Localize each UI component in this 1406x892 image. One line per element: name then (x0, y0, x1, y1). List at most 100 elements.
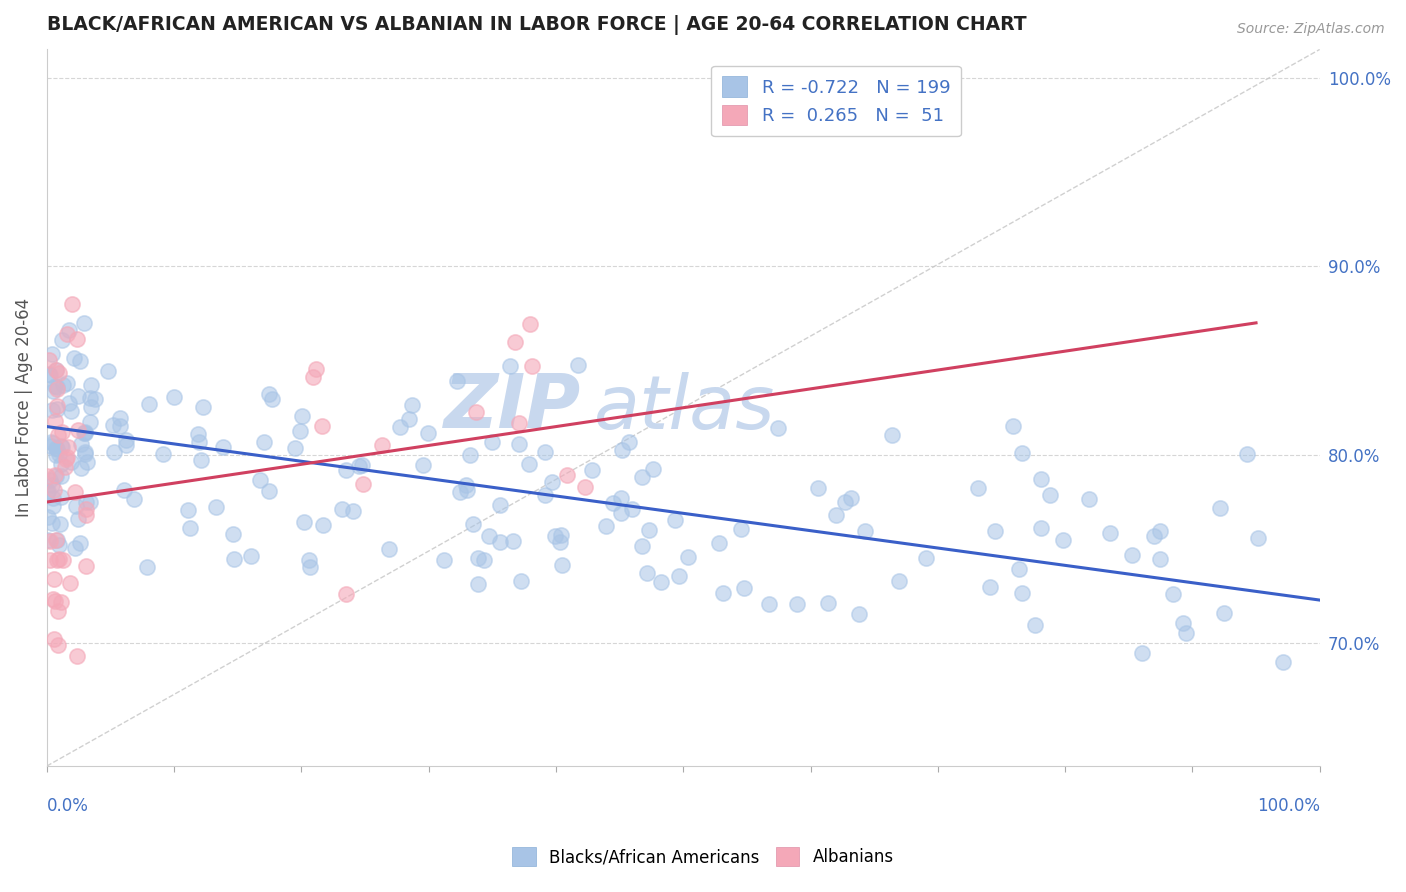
Point (641, 462, 664, 476)
Point (76, 455, 98, 469)
Point (63, 351, 86, 366)
Point (53, 460, 76, 475)
Point (49, 490, 72, 504)
Point (1029, 472, 1052, 486)
Point (79, 392, 101, 406)
Point (63, 484, 86, 499)
Point (42, 632, 65, 646)
Point (352, 477, 374, 491)
Point (37, 510, 59, 524)
Point (46, 380, 69, 394)
Point (636, 566, 658, 580)
Point (59, 576, 82, 591)
Point (786, 597, 808, 611)
Point (1149, 524, 1171, 539)
Point (115, 438, 138, 452)
Point (51, 553, 73, 567)
Point (73, 426, 96, 441)
Point (550, 528, 572, 542)
Point (621, 502, 644, 516)
Point (60, 296, 83, 310)
Point (69, 354, 91, 368)
Point (446, 374, 468, 388)
Point (39, 439, 62, 453)
Point (38, 368, 60, 382)
Point (55, 450, 77, 464)
Point (1161, 587, 1184, 601)
Point (38, 367, 60, 381)
Point (45, 399, 67, 413)
Point (1236, 447, 1258, 461)
Point (825, 508, 848, 523)
Point (110, 418, 132, 433)
Point (152, 447, 174, 461)
Point (412, 458, 434, 472)
Point (41, 478, 63, 492)
Point (602, 496, 624, 510)
Point (249, 474, 271, 488)
Point (48, 366, 70, 380)
Point (631, 539, 654, 553)
Point (288, 424, 311, 438)
Point (44, 415, 66, 429)
Point (51, 333, 73, 347)
Point (222, 552, 245, 566)
Point (46, 533, 69, 547)
Point (1031, 521, 1053, 535)
Point (839, 491, 862, 506)
Text: 100.0%: 100.0% (1257, 797, 1320, 814)
Point (465, 405, 488, 419)
Point (456, 483, 478, 497)
Point (163, 390, 186, 404)
Point (581, 463, 603, 477)
Point (650, 574, 672, 589)
Point (48, 552, 70, 566)
Point (44, 378, 66, 392)
Point (330, 502, 353, 516)
Point (474, 553, 496, 567)
Point (84, 392, 107, 406)
Point (1121, 548, 1143, 562)
Point (38, 352, 60, 367)
Point (398, 412, 420, 426)
Point (1213, 606, 1236, 620)
Point (489, 498, 512, 512)
Point (75, 502, 97, 516)
Point (42, 572, 65, 586)
Point (1039, 488, 1062, 502)
Point (461, 516, 484, 531)
Point (103, 445, 125, 459)
Point (56, 326, 79, 341)
Point (73, 447, 96, 461)
Point (349, 458, 371, 473)
Point (834, 494, 856, 508)
Point (75, 558, 97, 573)
Point (41, 346, 63, 360)
Point (1011, 586, 1033, 600)
Point (39, 435, 62, 450)
Point (44, 468, 66, 483)
Point (67, 423, 90, 437)
Point (190, 453, 212, 467)
Point (595, 519, 617, 533)
Point (46, 382, 69, 396)
Point (80, 378, 103, 392)
Point (42, 491, 65, 506)
Point (520, 359, 543, 373)
Point (548, 535, 571, 549)
Point (848, 607, 870, 622)
Point (35, 469, 58, 483)
Point (45, 363, 67, 377)
Point (291, 409, 314, 423)
Point (758, 597, 780, 611)
Point (45, 448, 67, 462)
Point (456, 478, 478, 492)
Point (1143, 529, 1166, 543)
Point (75, 494, 97, 508)
Point (541, 475, 564, 489)
Point (66, 332, 89, 346)
Point (136, 559, 159, 574)
Point (817, 596, 839, 610)
Point (70, 460, 93, 475)
Point (69, 536, 91, 550)
